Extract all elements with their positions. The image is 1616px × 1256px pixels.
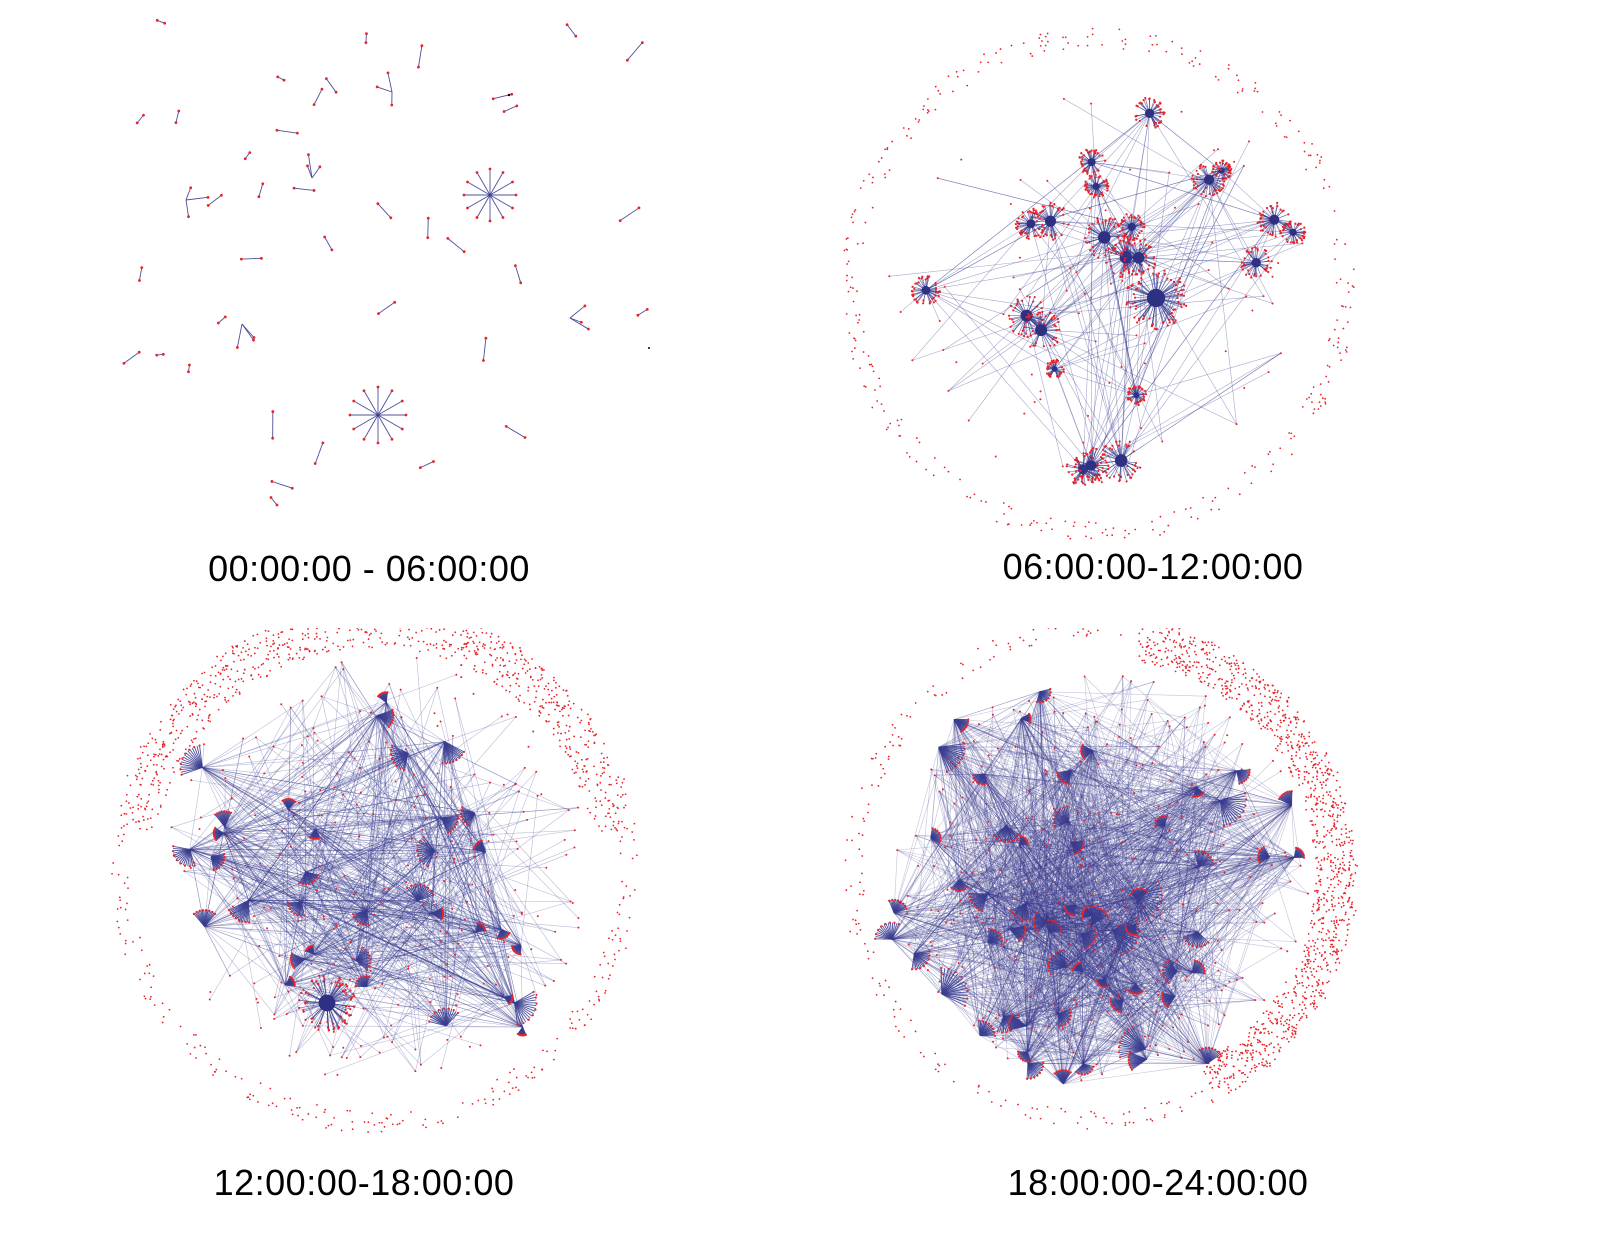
network-panel-early-morning: 00:00:00 - 06:00:00 (0, 0, 808, 628)
time-range-caption: 00:00:00 - 06:00:00 (208, 548, 530, 589)
network-graph (122, 18, 650, 507)
network-panel-afternoon: 12:00:00-18:00:00 (0, 628, 808, 1256)
network-layer (111, 628, 638, 1133)
time-range-caption: 06:00:00-12:00:00 (1002, 546, 1304, 587)
network-panel-morning: 06:00:00-12:00:00 (808, 0, 1616, 628)
network-graph (844, 628, 1359, 1130)
time-range-caption: 18:00:00-24:00:00 (1007, 1162, 1309, 1203)
time-range-caption: 12:00:00-18:00:00 (213, 1162, 515, 1203)
network-panel-evening: 18:00:00-24:00:00 (808, 628, 1616, 1256)
network-layer (844, 628, 1359, 1130)
network-graph (843, 27, 1355, 540)
network-layer (843, 27, 1355, 540)
network-layer (122, 18, 650, 507)
network-graph (111, 628, 638, 1133)
